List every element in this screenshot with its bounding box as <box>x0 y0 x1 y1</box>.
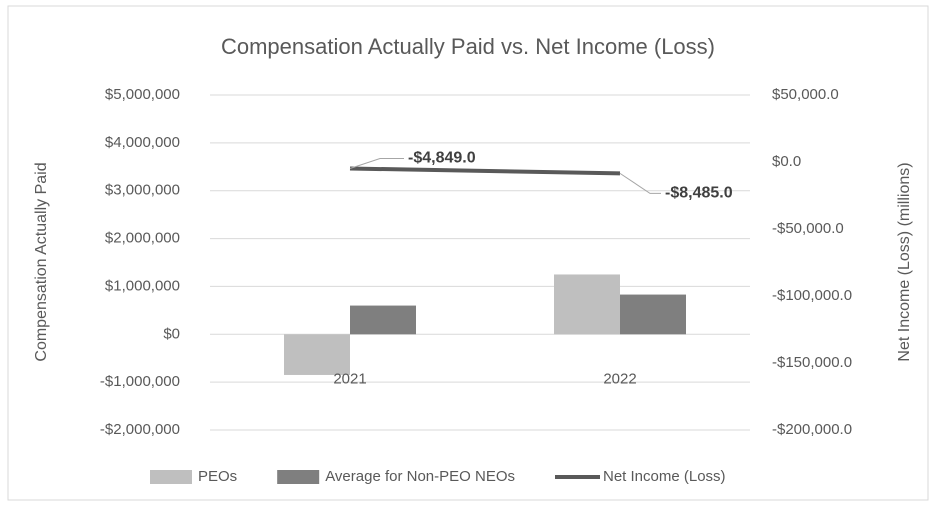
data-label: -$8,485.0 <box>665 185 733 202</box>
y-tick-label: $2,000,000 <box>105 230 180 247</box>
leader-line <box>349 157 404 169</box>
x-tick-label: 2021 <box>333 370 366 387</box>
y2-tick-label: -$150,000.0 <box>772 354 852 371</box>
y2-tick-label: -$100,000.0 <box>772 287 852 304</box>
leader-line <box>619 172 661 194</box>
y-tick-label: $0 <box>163 325 180 342</box>
legend-label: Average for Non-PEO NEOs <box>325 468 515 485</box>
y-tick-label: -$2,000,000 <box>100 421 180 438</box>
y2-tick-label: $50,000.0 <box>772 86 839 103</box>
legend-swatch <box>277 470 320 484</box>
chart-border <box>7 5 929 501</box>
y-tick-label: $1,000,000 <box>105 277 180 294</box>
x-tick-label: 2022 <box>603 370 636 387</box>
chart-title: Compensation Actually Paid vs. Net Incom… <box>221 34 715 59</box>
y-tick-label: $3,000,000 <box>105 182 180 199</box>
y-tick-label: -$1,000,000 <box>100 373 180 390</box>
y2-tick-label: $0.0 <box>772 153 801 170</box>
legend-label: Net Income (Loss) <box>603 468 726 485</box>
legend-label: PEOs <box>198 468 237 485</box>
bar <box>554 274 620 335</box>
y-axis-title: Compensation Actually Paid <box>33 162 50 361</box>
line <box>349 166 621 176</box>
bar <box>284 334 350 375</box>
y2-tick-label: -$50,000.0 <box>772 220 844 237</box>
bar <box>620 294 686 335</box>
y-tick-label: $4,000,000 <box>105 134 180 151</box>
y2-tick-label: -$200,000.0 <box>772 421 852 438</box>
y2-axis-title: Net Income (Loss) (millions) <box>896 162 913 361</box>
legend-swatch <box>150 470 192 484</box>
bar <box>350 305 416 335</box>
y-tick-label: $5,000,000 <box>105 86 180 103</box>
data-label: -$4,849.0 <box>408 150 476 167</box>
